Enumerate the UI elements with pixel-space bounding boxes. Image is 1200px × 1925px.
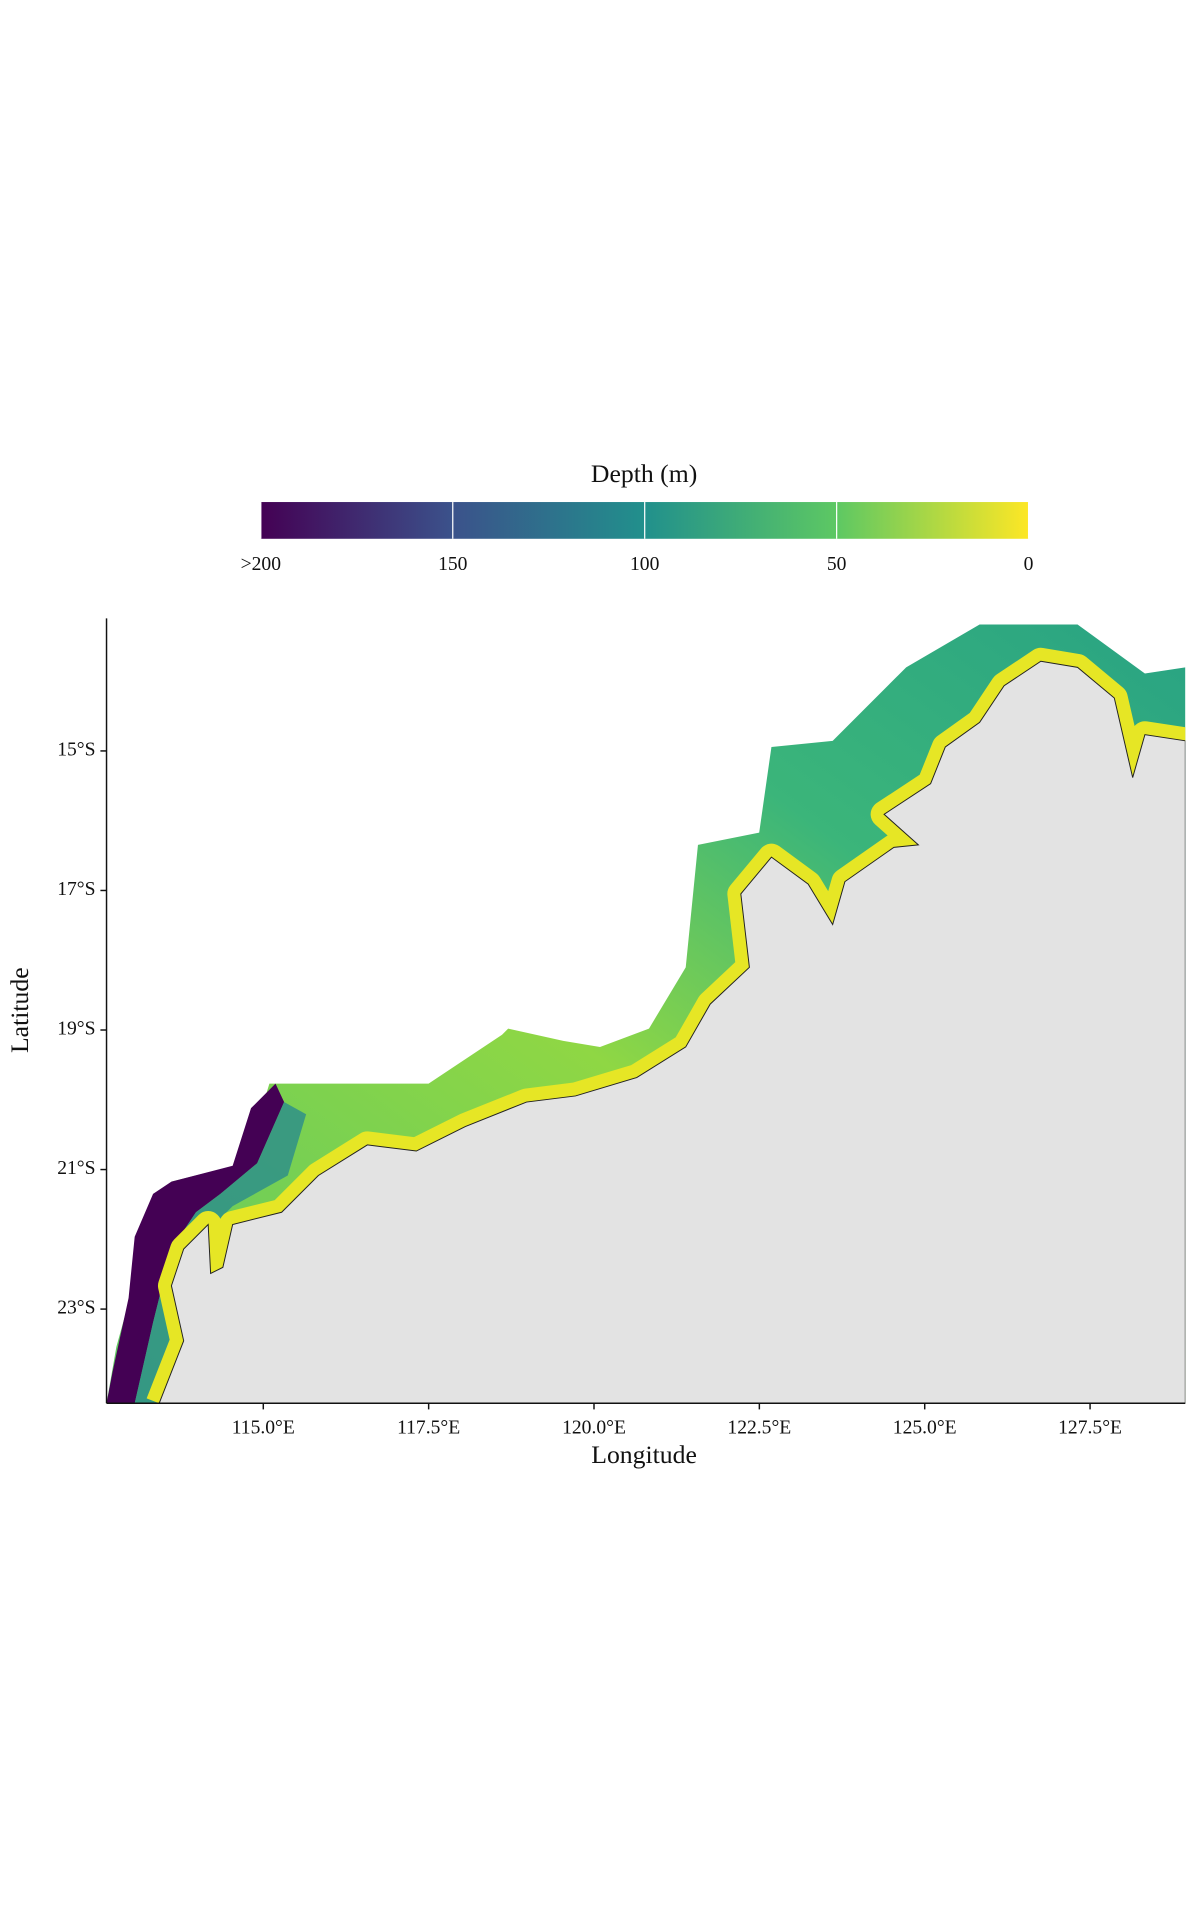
y-axis-title: Latitude	[5, 967, 34, 1053]
y-tick-label: 17°S	[57, 879, 95, 900]
colorbar-tick-label: 150	[438, 554, 468, 575]
land	[158, 660, 1186, 1404]
x-tick-label: 115.0°E	[232, 1417, 295, 1438]
y-tick-label: 19°S	[57, 1019, 95, 1040]
colorbar-tick-label: >200	[241, 554, 282, 575]
y-tick-label: 15°S	[57, 739, 95, 760]
colorbar-tick-label: 100	[630, 554, 660, 575]
x-tick-label: 117.5°E	[397, 1417, 460, 1438]
map-layer	[106, 624, 1186, 1404]
legend-title: Depth (m)	[591, 459, 697, 488]
deep-water	[106, 1083, 285, 1404]
y-tick-label: 23°S	[57, 1298, 95, 1319]
colorbar-tick-label: 0	[1024, 554, 1034, 575]
x-tick-label: 127.5°E	[1058, 1417, 1122, 1438]
x-tick-label: 120.0°E	[562, 1417, 626, 1438]
x-tick-label: 122.5°E	[727, 1417, 791, 1438]
y-tick-label: 21°S	[57, 1158, 95, 1179]
x-tick-label: 125.0°E	[893, 1417, 957, 1438]
x-axis-title: Longitude	[591, 1440, 697, 1469]
colorbar-tick-label: 50	[827, 554, 847, 575]
